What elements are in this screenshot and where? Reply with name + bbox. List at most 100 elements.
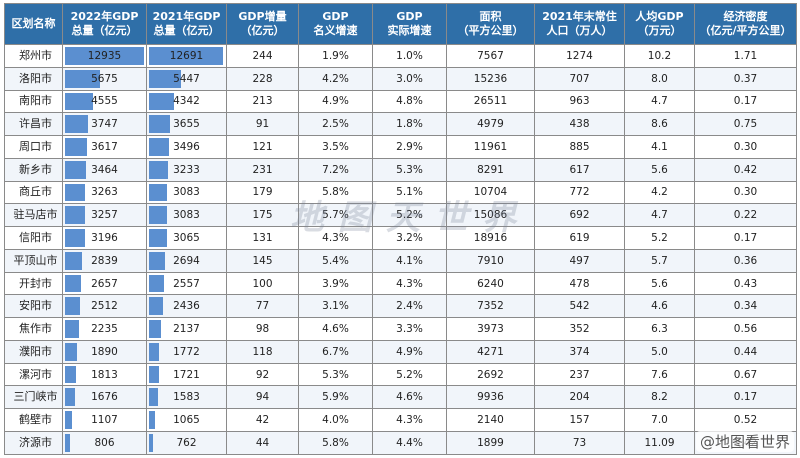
cell-nominal-growth: 7.2% [298,157,373,182]
cell-gdp-2021: 3083 [146,203,227,228]
cell-population: 707 [534,66,625,91]
cell-gdp-2021: 12691 [146,44,227,68]
cell-per-capita-gdp: 6.3 [624,317,695,341]
cell-nominal-growth: 5.8% [298,180,373,205]
cell-population: 963 [534,89,625,114]
cell-gdp-increase: 213 [226,89,299,114]
cell-area: 11961 [446,135,535,159]
cell-gdp-increase: 179 [226,180,299,205]
cell-real-growth: 2.9% [372,135,447,159]
cell-population: 352 [534,317,625,341]
cell-economic-density: 0.42 [694,431,797,455]
cell-value: 2657 [91,277,118,290]
gdp-bar [149,206,167,225]
cell-population: 374 [534,339,625,364]
cell-real-growth: 5.2% [372,362,447,387]
cell-population: 237 [534,362,625,387]
cell-economic-density: 0.44 [694,339,797,364]
cell-per-capita-gdp: 5.6 [624,157,695,182]
cell-value: 5675 [91,72,118,85]
cell-real-growth: 4.4% [372,431,447,455]
cell-area: 7910 [446,248,535,273]
cell-area: 9936 [446,385,535,410]
cell-region: 驻马店市 [4,203,63,228]
cell-gdp-2021: 1583 [146,385,227,410]
cell-value: 4555 [91,95,118,108]
cell-area: 4979 [446,112,535,137]
table-header-row: 区划名称 2022年GDP 总量（亿元） 2021年GDP 总量（亿元） GDP增量… [4,3,797,45]
cell-nominal-growth: 5.8% [298,431,373,455]
cell-real-growth: 1.0% [372,44,447,68]
cell-area: 15236 [446,66,535,91]
cell-nominal-growth: 4.9% [298,89,373,114]
cell-per-capita-gdp: 10.2 [624,44,695,68]
cell-per-capita-gdp: 4.7 [624,89,695,114]
gdp-table: 区划名称 2022年GDP 总量（亿元） 2021年GDP 总量（亿元） GDP增量… [4,3,797,455]
cell-gdp-2021: 3655 [146,112,227,137]
cell-per-capita-gdp: 8.0 [624,66,695,91]
cell-gdp-2022: 1676 [62,385,147,410]
table-row: 安阳市 2512 2436 77 3.1% 2.4% 7352 542 4.6 0.34 [4,294,797,319]
cell-gdp-2022: 3257 [62,203,147,228]
gdp-bar [65,365,77,384]
cell-per-capita-gdp: 7.0 [624,408,695,433]
cell-economic-density: 0.17 [694,385,797,410]
cell-value: 5447 [173,72,200,85]
gdp-bar [149,92,175,111]
gdp-bar [65,274,82,293]
table-row: 郑州市 12935 12691 244 1.9% 1.0% 7567 1274 10.2 1.71 [4,44,797,68]
table-row: 开封市 2657 2557 100 3.9% 4.3% 6240 478 5.6 0.43 [4,271,797,296]
cell-population: 157 [534,408,625,433]
cell-per-capita-gdp: 5.6 [624,271,695,296]
gdp-bar [149,183,167,202]
cell-region: 周口市 [4,135,63,159]
cell-gdp-increase: 231 [226,157,299,182]
table-row: 商丘市 3263 3083 179 5.8% 5.1% 10704 772 4.2 0.30 [4,180,797,205]
table-row: 洛阳市 5675 5447 228 4.2% 3.0% 15236 707 8.0 0.37 [4,66,797,91]
gdp-bar [149,160,168,179]
cell-nominal-growth: 5.4% [298,248,373,273]
cell-gdp-2022: 4555 [62,89,147,114]
cell-gdp-increase: 92 [226,362,299,387]
cell-economic-density: 0.52 [694,408,797,433]
cell-gdp-2022: 2235 [62,317,147,341]
cell-value: 3655 [173,118,200,131]
table-row: 济源市 806 762 44 5.8% 4.4% 1899 73 11.09 0.42 [4,431,797,455]
header-economic-density: 经济密度 （亿元/平方公里） [694,3,797,45]
cell-real-growth: 2.4% [372,294,447,319]
cell-per-capita-gdp: 11.09 [624,431,695,455]
cell-value: 3196 [91,232,118,244]
gdp-bar [65,183,85,202]
cell-region: 平顶山市 [4,248,63,273]
cell-area: 6240 [446,271,535,296]
cell-economic-density: 0.43 [694,271,797,296]
cell-gdp-increase: 145 [226,248,299,273]
cell-value: 3464 [91,163,118,176]
cell-region: 新乡市 [4,157,63,182]
cell-value: 12935 [87,49,122,62]
cell-region: 濮阳市 [4,339,63,364]
cell-gdp-2021: 762 [146,431,227,455]
header-nominal-growth: GDP 名义增速 [298,3,373,45]
cell-real-growth: 4.9% [372,339,447,364]
cell-value: 2512 [91,300,118,313]
cell-value: 3065 [173,232,200,244]
cell-gdp-2022: 12935 [62,44,147,68]
cell-gdp-2022: 3617 [62,135,147,159]
table-row: 濮阳市 1890 1772 118 6.7% 4.9% 4271 374 5.0 0.44 [4,339,797,364]
cell-gdp-2022: 5675 [62,66,147,91]
cell-gdp-increase: 91 [226,112,299,137]
cell-region: 三门峡市 [4,385,63,410]
cell-value: 1772 [173,345,200,358]
cell-economic-density: 0.30 [694,180,797,205]
gdp-bar [65,297,81,316]
cell-value: 3083 [173,209,200,222]
cell-region: 济源市 [4,431,63,455]
cell-real-growth: 3.2% [372,226,447,250]
gdp-bar [65,92,93,111]
cell-region: 开封市 [4,271,63,296]
table-row: 南阳市 4555 4342 213 4.9% 4.8% 26511 963 4.7 0.17 [4,89,797,114]
gdp-bar [65,69,100,88]
cell-gdp-2021: 2436 [146,294,227,319]
header-region: 区划名称 [4,3,63,45]
